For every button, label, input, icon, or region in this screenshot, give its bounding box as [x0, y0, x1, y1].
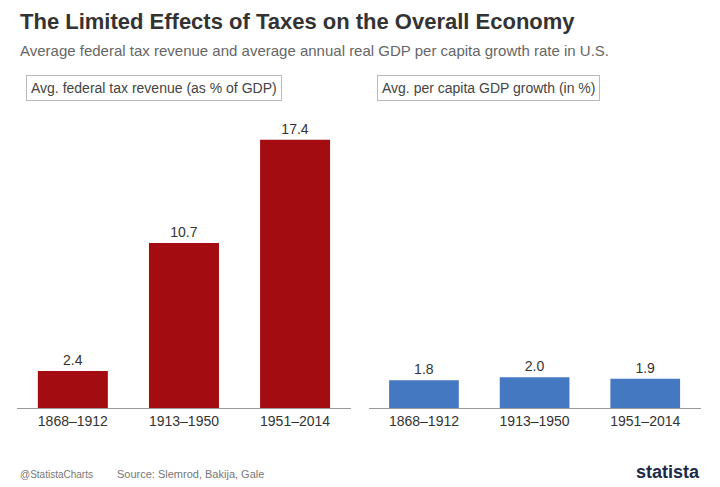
svg-text:statista: statista	[636, 462, 700, 482]
svg-text:1.8: 1.8	[414, 361, 434, 377]
svg-text:Avg. federal tax revenue (as %: Avg. federal tax revenue (as % of GDP)	[31, 80, 277, 96]
svg-text:1.9: 1.9	[635, 360, 655, 376]
svg-text:2.4: 2.4	[63, 352, 83, 368]
svg-text:Source: Slemrod, Bakija, Gale: Source: Slemrod, Bakija, Gale	[117, 468, 264, 480]
svg-text:17.4: 17.4	[281, 121, 308, 137]
svg-text:1913–1950: 1913–1950	[149, 413, 219, 429]
svg-text:@StatistaCharts: @StatistaCharts	[20, 469, 93, 480]
svg-text:1913–1950: 1913–1950	[500, 413, 570, 429]
svg-text:Avg. per capita GDP growth (in: Avg. per capita GDP growth (in %)	[382, 80, 595, 96]
svg-text:1951–2014: 1951–2014	[260, 413, 330, 429]
svg-text:2.0: 2.0	[525, 358, 545, 374]
svg-text:Average federal tax revenue an: Average federal tax revenue and average …	[20, 42, 609, 59]
svg-text:1951–2014: 1951–2014	[610, 413, 680, 429]
svg-text:1868–1912: 1868–1912	[38, 413, 108, 429]
svg-text:10.7: 10.7	[170, 224, 197, 240]
svg-text:1868–1912: 1868–1912	[389, 413, 459, 429]
svg-text:The Limited Effects of Taxes o: The Limited Effects of Taxes on the Over…	[20, 9, 575, 34]
